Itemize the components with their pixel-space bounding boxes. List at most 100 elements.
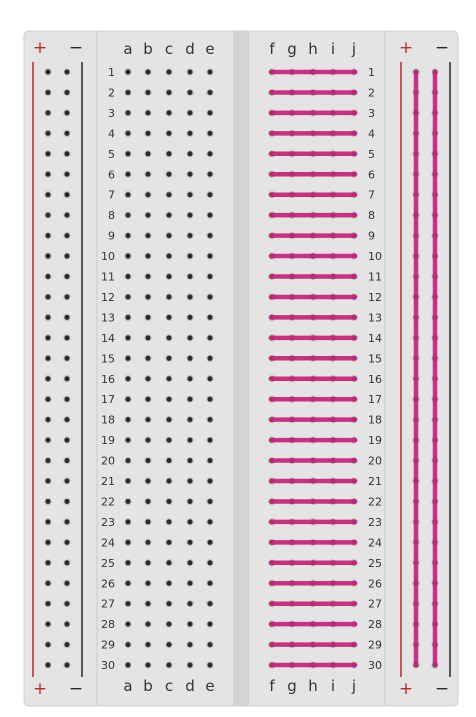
hole-d8[interactable] (187, 212, 193, 218)
hole-b10[interactable] (145, 253, 151, 259)
hole-c18[interactable] (166, 417, 172, 423)
hole-d26[interactable] (187, 580, 193, 586)
hole-b3[interactable] (145, 110, 151, 116)
left-rail-plus-hole[interactable] (45, 151, 51, 157)
left-rail-plus-hole[interactable] (45, 601, 51, 607)
left-rail-minus-hole[interactable] (64, 69, 70, 75)
hole-d9[interactable] (187, 233, 193, 239)
hole-d27[interactable] (187, 601, 193, 607)
hole-c22[interactable] (166, 498, 172, 504)
hole-b16[interactable] (145, 376, 151, 382)
left-rail-plus-hole[interactable] (45, 642, 51, 648)
hole-a17[interactable] (125, 396, 131, 402)
hole-e19[interactable] (207, 437, 213, 443)
hole-d18[interactable] (187, 417, 193, 423)
hole-d6[interactable] (187, 171, 193, 177)
left-rail-plus-hole[interactable] (45, 560, 51, 566)
hole-c24[interactable] (166, 539, 172, 545)
left-rail-plus-hole[interactable] (45, 662, 51, 668)
left-rail-minus-hole[interactable] (64, 253, 70, 259)
hole-b15[interactable] (145, 355, 151, 361)
left-rail-plus-hole[interactable] (45, 458, 51, 464)
hole-c10[interactable] (166, 253, 172, 259)
hole-c6[interactable] (166, 171, 172, 177)
left-rail-minus-hole[interactable] (64, 519, 70, 525)
hole-a19[interactable] (125, 437, 131, 443)
hole-e2[interactable] (207, 89, 213, 95)
hole-d11[interactable] (187, 274, 193, 279)
hole-e30[interactable] (207, 662, 213, 668)
left-rail-plus-hole[interactable] (45, 274, 51, 279)
left-rail-minus-hole[interactable] (64, 192, 70, 198)
hole-a20[interactable] (125, 458, 131, 464)
hole-a26[interactable] (125, 580, 131, 586)
hole-e17[interactable] (207, 396, 213, 402)
hole-a14[interactable] (125, 335, 131, 341)
hole-b11[interactable] (145, 274, 151, 279)
hole-c23[interactable] (166, 519, 172, 525)
hole-c26[interactable] (166, 580, 172, 586)
hole-c11[interactable] (166, 274, 172, 279)
left-rail-minus-hole[interactable] (64, 662, 70, 668)
left-rail-plus-hole[interactable] (45, 212, 51, 218)
left-rail-minus-hole[interactable] (64, 335, 70, 341)
hole-b17[interactable] (145, 396, 151, 402)
hole-e20[interactable] (207, 458, 213, 464)
hole-a7[interactable] (125, 192, 131, 198)
hole-b26[interactable] (145, 580, 151, 586)
hole-d17[interactable] (187, 396, 193, 402)
hole-a16[interactable] (125, 376, 131, 382)
left-rail-plus-hole[interactable] (45, 417, 51, 423)
hole-b30[interactable] (145, 662, 151, 668)
hole-d21[interactable] (187, 478, 193, 484)
left-rail-minus-hole[interactable] (64, 355, 70, 361)
hole-a2[interactable] (125, 89, 131, 95)
hole-d23[interactable] (187, 519, 193, 525)
hole-d3[interactable] (187, 110, 193, 116)
left-rail-minus-hole[interactable] (64, 212, 70, 218)
hole-b9[interactable] (145, 233, 151, 239)
left-rail-minus-hole[interactable] (64, 621, 70, 627)
left-rail-plus-hole[interactable] (45, 69, 51, 75)
hole-a28[interactable] (125, 621, 131, 627)
hole-e7[interactable] (207, 192, 213, 198)
hole-a1[interactable] (125, 69, 131, 75)
left-rail-plus-hole[interactable] (45, 519, 51, 525)
hole-a6[interactable] (125, 171, 131, 177)
hole-c25[interactable] (166, 560, 172, 566)
hole-d13[interactable] (187, 314, 193, 320)
hole-c28[interactable] (166, 621, 172, 627)
left-rail-plus-hole[interactable] (45, 294, 51, 300)
hole-c4[interactable] (166, 130, 172, 136)
left-rail-minus-hole[interactable] (64, 580, 70, 586)
left-rail-minus-hole[interactable] (64, 560, 70, 566)
left-rail-minus-hole[interactable] (64, 417, 70, 423)
left-rail-plus-hole[interactable] (45, 233, 51, 239)
hole-c27[interactable] (166, 601, 172, 607)
hole-d20[interactable] (187, 458, 193, 464)
hole-d15[interactable] (187, 355, 193, 361)
hole-e25[interactable] (207, 560, 213, 566)
hole-b2[interactable] (145, 89, 151, 95)
hole-b5[interactable] (145, 151, 151, 157)
hole-e3[interactable] (207, 110, 213, 116)
left-rail-plus-hole[interactable] (45, 253, 51, 259)
left-rail-plus-hole[interactable] (45, 539, 51, 545)
hole-a9[interactable] (125, 233, 131, 239)
hole-e26[interactable] (207, 580, 213, 586)
left-rail-plus-hole[interactable] (45, 171, 51, 177)
hole-b14[interactable] (145, 335, 151, 341)
left-rail-minus-hole[interactable] (64, 110, 70, 116)
hole-c5[interactable] (166, 151, 172, 157)
left-rail-minus-hole[interactable] (64, 539, 70, 545)
left-rail-plus-hole[interactable] (45, 110, 51, 116)
left-rail-minus-hole[interactable] (64, 601, 70, 607)
hole-c14[interactable] (166, 335, 172, 341)
left-rail-minus-hole[interactable] (64, 498, 70, 504)
hole-c13[interactable] (166, 314, 172, 320)
hole-e24[interactable] (207, 539, 213, 545)
hole-d16[interactable] (187, 376, 193, 382)
hole-d2[interactable] (187, 89, 193, 95)
left-rail-minus-hole[interactable] (64, 89, 70, 95)
left-rail-plus-hole[interactable] (45, 192, 51, 198)
